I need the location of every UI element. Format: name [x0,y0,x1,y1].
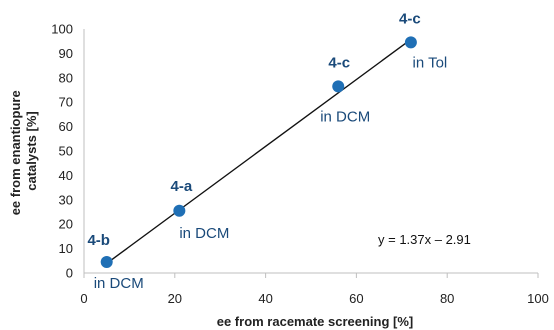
trendline [106,38,412,264]
point-condition-label: in DCM [94,275,144,292]
point-condition-label: in Tol [413,54,448,71]
data-point [173,204,186,217]
data-point [404,36,417,49]
data-points [100,36,417,269]
trendline-equation: y = 1.37x – 2.91 [378,232,471,247]
y-tick-label: 100 [51,22,73,37]
y-tick-label: 90 [59,46,73,61]
y-tick-label: 0 [66,266,73,281]
y-tick-label: 80 [59,70,73,85]
x-tick-label: 40 [258,291,272,306]
x-tick-label: 100 [527,291,549,306]
x-tick-label: 60 [349,291,363,306]
data-point [100,256,113,269]
y-tick-label: 20 [59,217,73,232]
point-label: 4-a [170,178,192,195]
x-axis-ticks: 0 20 40 60 80 100 [80,273,549,306]
y-tick-label: 30 [59,192,73,207]
y-axis-title-line-2: catalysts [%] [24,111,39,190]
y-tick-label: 70 [59,95,73,110]
y-tick-label: 60 [59,119,73,134]
point-label: 4-b [87,232,110,249]
y-axis-ticks: 0 10 20 30 40 50 60 70 80 90 100 [51,22,73,281]
point-label: 4-c [399,10,421,27]
y-tick-label: 40 [59,168,73,183]
x-tick-label: 0 [80,291,87,306]
y-axis-title: ee from enantiopure catalysts [%] [8,87,39,216]
point-label: 4-c [328,54,350,71]
point-condition-label: in DCM [320,108,370,125]
x-axis-title: ee from racemate screening [%] [217,314,414,329]
data-point [332,80,345,93]
y-tick-label: 50 [59,144,73,159]
point-labels: 4-b in DCM 4-a in DCM 4-c in DCM 4-c in Tol [87,10,447,292]
y-tick-label: 10 [59,241,73,256]
x-tick-label: 20 [168,291,182,306]
point-condition-label: in DCM [179,225,229,242]
y-axis-title-line-1: ee from enantiopure [8,90,23,215]
x-tick-label: 80 [440,291,454,306]
